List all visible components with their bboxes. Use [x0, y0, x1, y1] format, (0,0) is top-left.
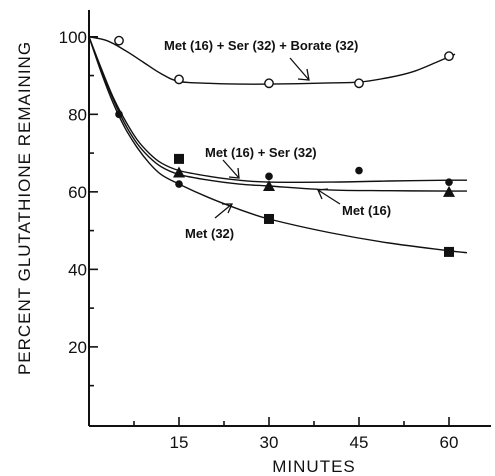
x-tick-label: 60 [440, 433, 459, 452]
point-series-3 [174, 153, 184, 164]
y-tick-label: 60 [68, 183, 87, 202]
point-series-1 [115, 110, 123, 119]
x-tick-label: 15 [170, 433, 189, 452]
arrow-borate [289, 57, 310, 81]
ticks: 20 40 60 80 100 15 30 45 60 [59, 28, 459, 452]
annotation-met32: Met (32) [185, 226, 234, 241]
point-series-1 [265, 172, 273, 181]
fit-curve-0 [88, 36, 456, 85]
point-series-2 [443, 185, 455, 197]
annotation-labels: Met (16) + Ser (32) + Borate (32) Met (1… [164, 38, 391, 241]
y-axis-title: PERCENT GLUTATHIONE REMAINING [15, 41, 34, 375]
point-series-1 [355, 166, 363, 175]
annotation-met16: Met (16) [342, 203, 391, 218]
y-tick-label: 20 [68, 338, 87, 357]
y-tick-label: 40 [68, 260, 87, 279]
point-series-0 [264, 78, 274, 89]
arrow-met16-ser32 [222, 159, 240, 179]
annotation-borate: Met (16) + Ser (32) + Borate (32) [164, 38, 358, 53]
point-series-3 [264, 213, 274, 224]
point-series-3 [444, 246, 454, 257]
point-series-0 [444, 51, 454, 62]
arrow-met16-head [317, 188, 329, 200]
arrow-met32-head [222, 203, 234, 214]
arrow-borate-head [297, 68, 310, 81]
arrow-met16-ser32-head [228, 167, 240, 179]
fit-curve-2 [88, 36, 467, 192]
arrow-met16 [317, 189, 341, 205]
point-series-1 [445, 178, 453, 186]
axes [88, 10, 491, 427]
annotation-met16-ser32: Met (16) + Ser (32) [205, 145, 317, 160]
arrow-met32 [214, 203, 233, 219]
x-axis-title: MINUTES [272, 457, 356, 476]
fit-curve-1 [88, 36, 468, 184]
point-series-1 [175, 180, 183, 188]
point-series-0 [114, 35, 124, 46]
point-series-0 [174, 74, 184, 85]
point-series-2 [173, 166, 185, 178]
x-tick-label: 45 [350, 433, 369, 452]
x-tick-label: 30 [260, 433, 279, 452]
y-tick-label: 80 [68, 105, 87, 124]
annotation-arrows [214, 57, 341, 219]
y-tick-label: 100 [59, 28, 87, 47]
point-series-2 [263, 180, 275, 192]
data-points [114, 35, 455, 257]
point-series-0 [354, 78, 364, 89]
